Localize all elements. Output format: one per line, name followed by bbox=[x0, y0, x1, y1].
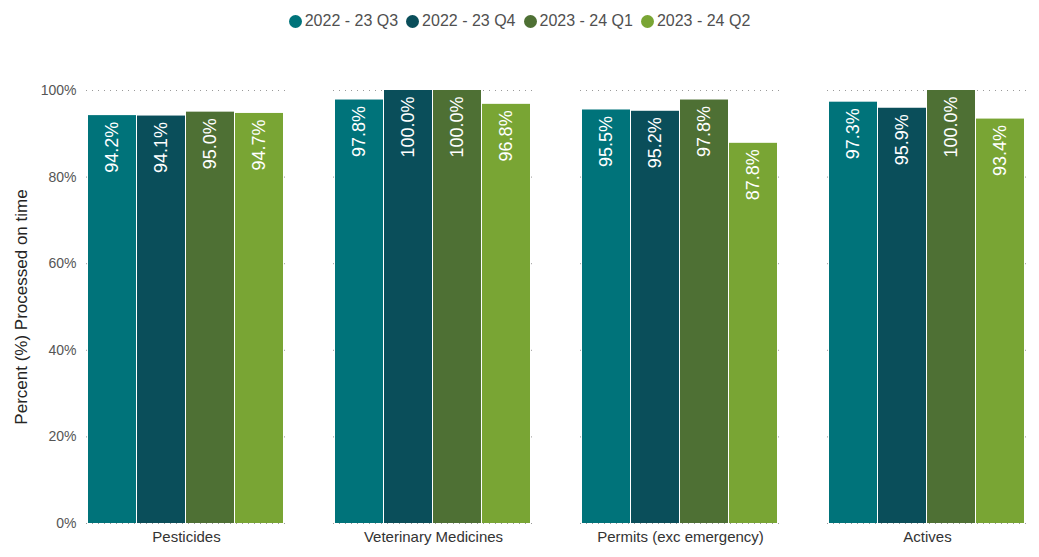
svg-text:96.8%: 96.8% bbox=[496, 110, 516, 161]
svg-text:100.0%: 100.0% bbox=[398, 97, 418, 158]
svg-text:100.0%: 100.0% bbox=[941, 97, 961, 158]
svg-text:94.1%: 94.1% bbox=[151, 122, 171, 173]
svg-text:94.7%: 94.7% bbox=[249, 119, 269, 170]
svg-text:97.8%: 97.8% bbox=[694, 106, 714, 157]
svg-text:80%: 80% bbox=[48, 169, 76, 185]
svg-text:97.8%: 97.8% bbox=[349, 106, 369, 157]
svg-text:94.2%: 94.2% bbox=[102, 122, 122, 173]
svg-text:100%: 100% bbox=[41, 82, 77, 98]
svg-text:Veterinary Medicines: Veterinary Medicines bbox=[364, 528, 503, 545]
svg-text:20%: 20% bbox=[48, 428, 76, 444]
svg-text:Percent (%) Processed on time: Percent (%) Processed on time bbox=[12, 189, 31, 424]
svg-text:95.9%: 95.9% bbox=[892, 114, 912, 165]
svg-text:0%: 0% bbox=[56, 515, 76, 531]
svg-text:95.5%: 95.5% bbox=[596, 116, 616, 167]
svg-text:93.4%: 93.4% bbox=[990, 125, 1010, 176]
svg-text:95.2%: 95.2% bbox=[645, 117, 665, 168]
svg-text:40%: 40% bbox=[48, 342, 76, 358]
svg-text:Actives: Actives bbox=[903, 528, 951, 545]
svg-text:Permits (exc emergency): Permits (exc emergency) bbox=[597, 528, 764, 545]
html-text:2022 - 23 Q4: 2022 - 23 Q4 bbox=[422, 12, 516, 29]
svg-text:100.0%: 100.0% bbox=[447, 97, 467, 158]
svg-text:87.8%: 87.8% bbox=[743, 149, 763, 200]
svg-text:97.3%: 97.3% bbox=[843, 108, 863, 159]
html-text:2023 - 24 Q2: 2023 - 24 Q2 bbox=[656, 12, 751, 29]
html-text:2023 - 24 Q1: 2023 - 24 Q1 bbox=[539, 12, 633, 29]
svg-text:60%: 60% bbox=[48, 255, 76, 271]
svg-text:Pesticides: Pesticides bbox=[152, 528, 220, 545]
html-text:2022 - 23 Q3: 2022 - 23 Q3 bbox=[304, 12, 399, 29]
svg-text:95.0%: 95.0% bbox=[200, 118, 220, 169]
